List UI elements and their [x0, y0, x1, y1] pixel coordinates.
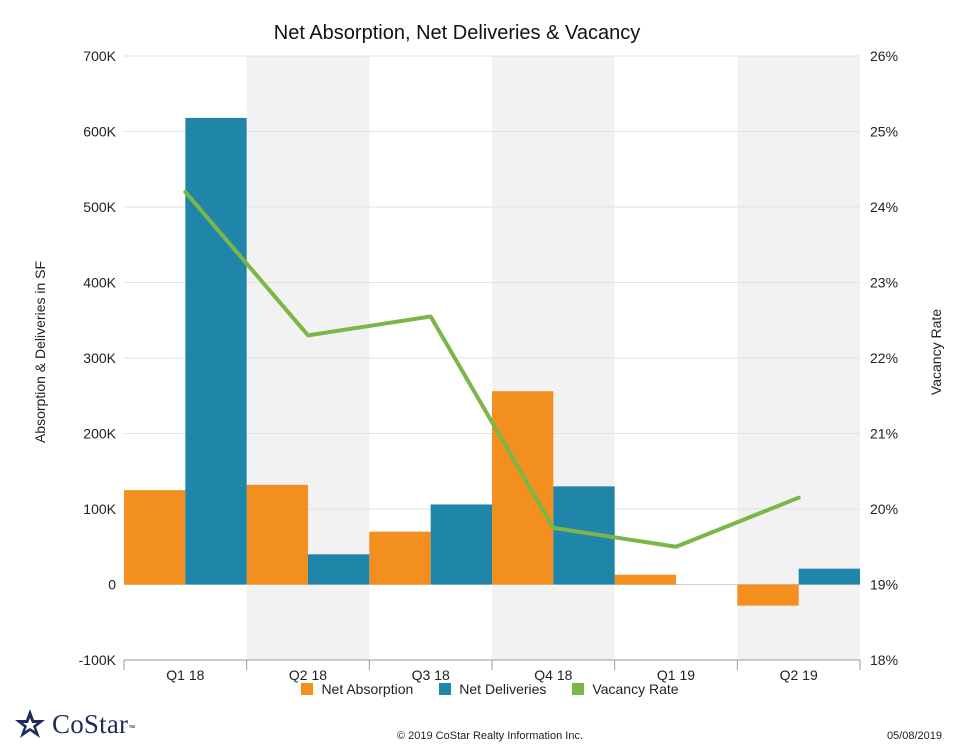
- vacancy-rate-point: [183, 190, 187, 194]
- logo-trademark: ™: [128, 724, 136, 732]
- vacancy-rate-point: [674, 545, 678, 549]
- vacancy-line: [183, 189, 801, 549]
- y2-tick-label: 26%: [870, 48, 898, 64]
- costar-logo: CoStar ™: [14, 708, 135, 740]
- y2-tick-label: 18%: [870, 652, 898, 668]
- vacancy-rate-point: [306, 333, 310, 337]
- y2-axis-label: Vacancy Rate: [928, 309, 944, 395]
- bar-net-absorption: [124, 490, 186, 585]
- y-tick-label: 200K: [83, 426, 116, 442]
- copyright-text: © 2019 CoStar Realty Information Inc.: [396, 730, 584, 742]
- bar-net-absorption: [492, 391, 554, 585]
- axes: -100K 0 100K 200K 300K 400K 500K 600K 700K 18% 19%…: [79, 48, 898, 683]
- y-tick-label: 700K: [83, 48, 116, 64]
- legend-swatch-net-absorption: [301, 683, 314, 695]
- y-tick-label: -100K: [79, 652, 117, 668]
- legend-swatch-vacancy-rate: [572, 683, 585, 695]
- legend-item-net-absorption[interactable]: Net Absorption: [301, 681, 413, 697]
- y2-tick-label: 20%: [870, 501, 898, 517]
- legend-swatch-net-deliveries: [439, 683, 452, 695]
- costar-star-icon: [15, 709, 45, 738]
- bar-net-absorption: [737, 584, 799, 606]
- y-tick-label: 0: [108, 577, 116, 593]
- logo-text: CoStar: [52, 708, 129, 739]
- bar-net-absorption: [369, 531, 431, 585]
- vacancy-rate-point: [429, 314, 433, 318]
- y2-tick-label: 21%: [870, 426, 898, 442]
- report-date: 05/08/2019: [886, 730, 942, 742]
- x-tick-label: Q2 18: [289, 667, 327, 683]
- bar-net-absorption: [614, 574, 676, 585]
- y-tick-label: 400K: [83, 275, 116, 291]
- legend-label-vacancy-rate: Vacancy Rate: [592, 681, 679, 697]
- y2-tick-label: 22%: [870, 350, 898, 366]
- y-tick-label: 300K: [83, 350, 116, 366]
- bar-net-deliveries: [430, 504, 492, 585]
- y-axis-label: Absorption & Deliveries in SF: [32, 261, 48, 443]
- legend-label-net-deliveries: Net Deliveries: [459, 681, 547, 697]
- legend-label-net-absorption: Net Absorption: [321, 681, 414, 697]
- y-tick-label: 100K: [83, 501, 116, 517]
- y2-tick-label: 23%: [870, 275, 898, 291]
- bar-net-deliveries: [308, 554, 370, 585]
- x-tick-label: Q2 19: [780, 667, 818, 683]
- bar-net-absorption: [246, 484, 308, 585]
- x-tick-label: Q1 18: [166, 667, 204, 683]
- bar-net-deliveries: [185, 117, 247, 585]
- bars: [124, 117, 860, 606]
- legend: Net Absorption Net Deliveries Vacancy Ra…: [0, 681, 980, 697]
- chart-title: Net Absorption, Net Deliveries & Vacancy: [274, 22, 640, 44]
- vacancy-rate-point: [551, 526, 555, 530]
- bar-net-deliveries: [798, 568, 860, 585]
- y2-tick-label: 24%: [870, 199, 898, 215]
- chart: Net Absorption, Net Deliveries & Vacancy…: [32, 22, 944, 683]
- legend-item-net-deliveries[interactable]: Net Deliveries: [439, 681, 546, 697]
- y2-tick-label: 19%: [870, 577, 898, 593]
- y-tick-label: 500K: [83, 199, 116, 215]
- vacancy-rate-line: [183, 189, 801, 549]
- y-tick-label: 600K: [83, 124, 116, 140]
- x-tick-label: Q4 18: [534, 667, 572, 683]
- legend-item-vacancy-rate[interactable]: Vacancy Rate: [572, 681, 679, 697]
- vacancy-rate-point: [797, 496, 801, 500]
- x-tick-label: Q1 19: [657, 667, 695, 683]
- y2-tick-label: 25%: [870, 124, 898, 140]
- x-tick-label: Q3 18: [412, 667, 450, 683]
